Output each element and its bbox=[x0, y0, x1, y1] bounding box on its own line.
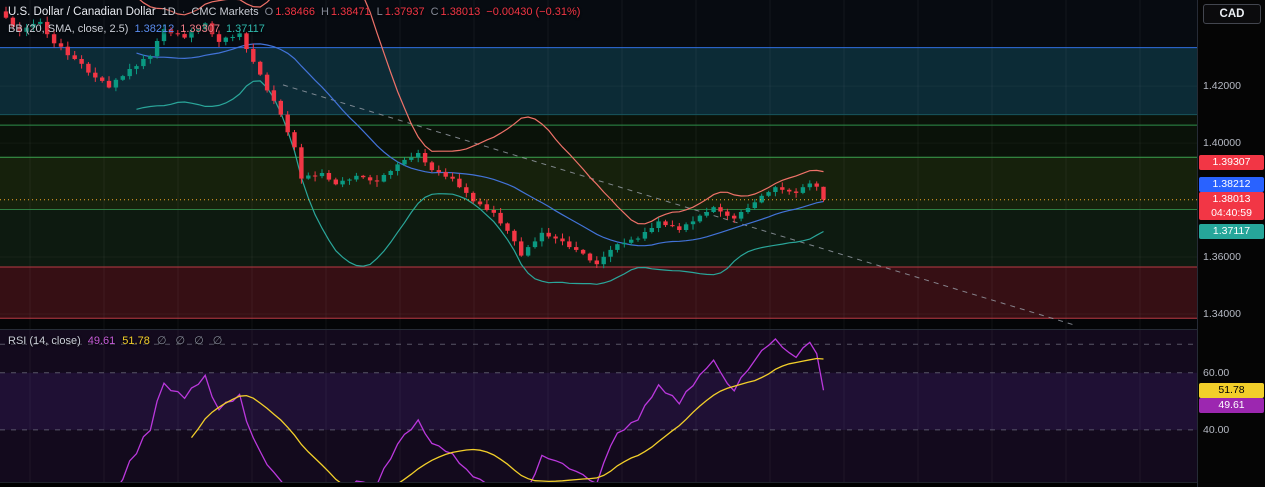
bollinger-bands bbox=[136, 0, 824, 285]
price-tag: 1.38212 bbox=[1199, 176, 1264, 192]
price-tag: 1.39307 bbox=[1199, 155, 1264, 171]
pane-divider[interactable] bbox=[0, 329, 1265, 330]
price-axis-label: 1.34000 bbox=[1203, 308, 1241, 321]
symbol-status-row: U.S. Dollar / Canadian Dollar 1D · CMC M… bbox=[8, 3, 580, 20]
bb-upper-value: 1.39307 bbox=[180, 22, 220, 35]
candles[interactable] bbox=[3, 6, 826, 269]
empty-value-icon: ∅ bbox=[156, 335, 167, 347]
rsi-value-tag: 51.78 bbox=[1199, 382, 1264, 398]
main-price-chart[interactable] bbox=[0, 0, 1197, 330]
high-value: H 1.38471 bbox=[321, 6, 371, 18]
cad-currency-button[interactable]: CAD bbox=[1203, 4, 1261, 24]
price-axis-label: 1.42000 bbox=[1203, 80, 1241, 93]
symbol-title[interactable]: U.S. Dollar / Canadian Dollar bbox=[8, 5, 156, 18]
open-value: O 1.38466 bbox=[265, 6, 315, 18]
rsi-axis-label: 40.00 bbox=[1203, 423, 1230, 436]
open-label: O bbox=[264, 5, 274, 18]
close-value: C 1.38013 bbox=[431, 6, 481, 18]
rsi-value: 49.61 bbox=[87, 334, 116, 347]
price-axis-label: 1.40000 bbox=[1203, 137, 1241, 150]
countdown-timer: 04:40:59 bbox=[1211, 207, 1252, 220]
price-axis-label: 1.36000 bbox=[1203, 251, 1241, 264]
rsi-indicator-pane[interactable] bbox=[0, 330, 1197, 487]
current-price-tag: 1.38013 04:40:59 bbox=[1199, 192, 1264, 221]
empty-value-icon: ∅ bbox=[212, 335, 223, 347]
high-label: H bbox=[320, 5, 329, 18]
rsi-legend: RSI (14, close) 49.61 51.78 ∅ ∅ ∅ ∅ bbox=[8, 334, 229, 348]
price-axis[interactable]: 1.42000 1.40000 1.36000 1.34000 60.00 40.00 1.… bbox=[1197, 0, 1265, 487]
rsi-axis-label: 60.00 bbox=[1203, 366, 1230, 379]
low-price: 1.37937 bbox=[384, 5, 425, 18]
bb-lower-value: 1.37117 bbox=[225, 22, 265, 35]
separator-dot: · bbox=[181, 5, 186, 18]
bb-indicator-label[interactable]: BB (20, SMA, close, 2.5) bbox=[8, 22, 129, 35]
time-axis-sliver bbox=[0, 482, 1265, 487]
empty-value-icon: ∅ bbox=[175, 335, 186, 347]
timeframe-label[interactable]: 1D bbox=[161, 5, 176, 18]
rsi-ma-value: 51.78 bbox=[122, 334, 150, 347]
open-price: 1.38466 bbox=[275, 5, 315, 18]
main-legend: U.S. Dollar / Canadian Dollar 1D · CMC M… bbox=[8, 3, 580, 37]
rsi-indicator-label[interactable]: RSI (14, close) bbox=[8, 334, 81, 347]
low-label: L bbox=[376, 5, 383, 18]
empty-value-icon: ∅ bbox=[194, 335, 204, 347]
exchange-label[interactable]: CMC Markets bbox=[191, 5, 259, 18]
rsi-line bbox=[116, 338, 825, 487]
bb-status-row: BB (20, SMA, close, 2.5) 1.38212 1.39307… bbox=[8, 20, 580, 37]
rsi-value-tag: 49.61 bbox=[1199, 397, 1264, 413]
change-value: −0.00430 (−0.31%) bbox=[486, 5, 581, 18]
close-price: 1.38013 bbox=[440, 5, 481, 18]
close-label: C bbox=[430, 5, 439, 18]
high-price: 1.38471 bbox=[330, 5, 371, 18]
low-value: L 1.37937 bbox=[377, 6, 425, 18]
rsi-empty-values: ∅ ∅ ∅ ∅ bbox=[157, 334, 229, 347]
bb-basis-value: 1.38212 bbox=[134, 22, 175, 35]
price-tag: 1.37117 bbox=[1199, 223, 1264, 239]
rsi-ma-line bbox=[190, 357, 824, 487]
